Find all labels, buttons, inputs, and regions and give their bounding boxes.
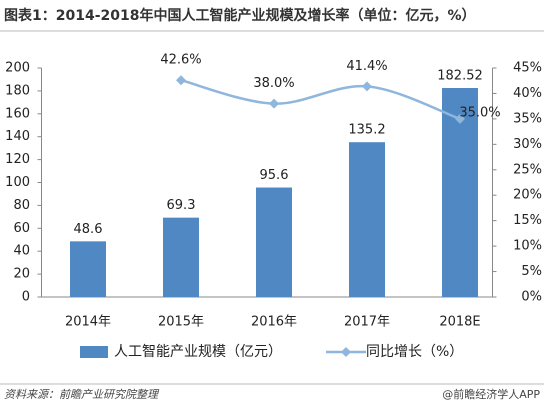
y-tick-label: 40 — [13, 244, 30, 259]
y2-tick-label: 15% — [513, 213, 542, 228]
point — [362, 81, 372, 92]
bar-label: 48.6 — [74, 222, 103, 237]
y2-tick-label: 40% — [513, 86, 542, 101]
bar-label: 182.52 — [437, 69, 483, 84]
point-label: 38.0% — [253, 76, 294, 91]
legend-swatch — [80, 346, 108, 358]
y2-tick-label: 25% — [513, 162, 542, 177]
legend-label: 人工智能产业规模（亿元） — [114, 344, 282, 360]
y-tick-label: 20 — [13, 267, 30, 282]
bar-label: 95.6 — [260, 168, 289, 183]
y-tick-label: 200 — [5, 61, 30, 76]
line — [180, 79, 461, 121]
y2-tick-label: 30% — [513, 137, 542, 152]
bar — [256, 187, 292, 297]
point-label: 41.4% — [346, 59, 387, 74]
y2-tick-label: 45% — [513, 61, 542, 76]
point — [455, 113, 465, 124]
x-tick-label: 2014年 — [65, 315, 111, 330]
y-tick-label: 180 — [5, 83, 30, 98]
bar — [349, 142, 385, 297]
legend-marker — [341, 347, 351, 357]
x-tick-label: 2017年 — [344, 315, 390, 330]
y-tick-label: 60 — [13, 221, 30, 236]
x-tick-label: 2016年 — [251, 315, 297, 330]
chart-title: 图表1：2014-2018年中国人工智能产业规模及增长率（单位：亿元，%） — [4, 7, 476, 24]
x-tick-label: 2018E — [439, 315, 480, 330]
y2-tick-label: 10% — [513, 239, 542, 254]
y2-tick-label: 20% — [513, 188, 542, 203]
y-tick-label: 160 — [5, 106, 30, 121]
y-tick-label: 0 — [22, 290, 30, 305]
brand: @前瞻经济学人APP — [442, 387, 540, 401]
legend-label: 同比增长（%） — [366, 344, 463, 360]
y2-tick-label: 0% — [521, 290, 542, 305]
x-tick-label: 2015年 — [158, 315, 204, 330]
point — [269, 98, 279, 109]
bar — [70, 241, 106, 297]
point-label: 35.0% — [459, 105, 500, 120]
y-tick-label: 100 — [5, 175, 30, 190]
point-label: 42.6% — [160, 53, 201, 68]
y2-tick-label: 5% — [521, 264, 542, 279]
y2-tick-label: 35% — [513, 111, 542, 126]
bar — [163, 217, 199, 297]
source: 资料来源：前瞻产业研究院整理 — [4, 388, 160, 401]
y-tick-label: 140 — [5, 129, 30, 144]
bar-label: 69.3 — [167, 198, 196, 213]
y-tick-label: 120 — [5, 152, 30, 167]
bar-label: 135.2 — [348, 123, 385, 138]
y-tick-label: 80 — [13, 198, 30, 213]
point — [176, 75, 186, 86]
